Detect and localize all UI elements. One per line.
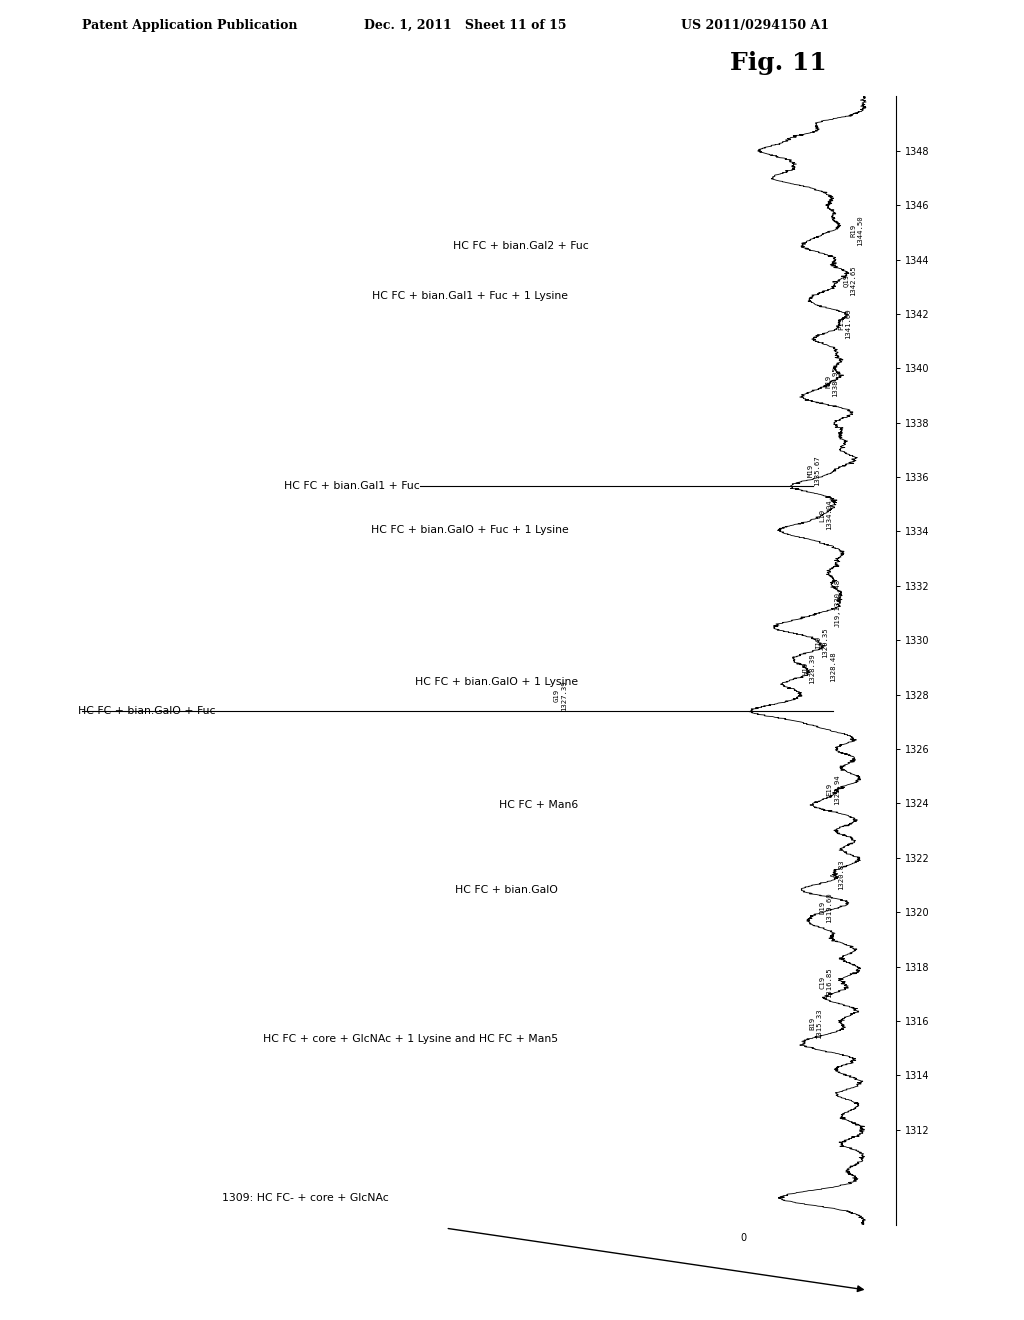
Text: G19
1327.39: G19 1327.39 [554, 681, 567, 711]
Text: I19
1329.35: I19 1329.35 [815, 627, 828, 657]
Text: B19
1315.33: B19 1315.33 [810, 1008, 822, 1039]
Text: Patent Application Publication: Patent Application Publication [82, 18, 297, 32]
Text: Q19
1342.65: Q19 1342.65 [843, 265, 856, 296]
Text: HC FC + bian.Gal1 + Fuc + 1 Lysine: HC FC + bian.Gal1 + Fuc + 1 Lysine [373, 292, 568, 301]
Text: US 2011/0294150 A1: US 2011/0294150 A1 [681, 18, 829, 32]
Text: HC FC + bian.GalO: HC FC + bian.GalO [456, 884, 558, 895]
Text: 1309: HC FC- + core + GlcNAc: 1309: HC FC- + core + GlcNAc [222, 1193, 389, 1203]
Text: HC FC + bian.Gal1 + Fuc: HC FC + bian.Gal1 + Fuc [284, 480, 420, 491]
Text: H19
1328.39: H19 1328.39 [803, 653, 815, 684]
Text: D19
1319.60: D19 1319.60 [819, 892, 833, 923]
Text: HC FC + bian.Gal2 + Fuc: HC FC + bian.Gal2 + Fuc [453, 242, 589, 251]
Text: C19
1316.85: C19 1316.85 [819, 968, 833, 998]
Text: A
1320.83: A 1320.83 [830, 859, 844, 890]
Text: N19
1338.95: N19 1338.95 [825, 366, 839, 397]
Text: J19,1330.48: J19,1330.48 [835, 579, 841, 627]
Text: HC FC + bian.GalO + 1 Lysine: HC FC + bian.GalO + 1 Lysine [416, 677, 579, 686]
Text: HC FC + bian.GalO + Fuc + 1 Lysine: HC FC + bian.GalO + Fuc + 1 Lysine [371, 525, 568, 536]
Text: Fig. 11: Fig. 11 [730, 51, 826, 75]
Text: HC FC + Man6: HC FC + Man6 [500, 800, 579, 810]
Text: 0: 0 [740, 1233, 746, 1243]
Text: HC FC + core + GlcNAc + 1 Lysine and HC FC + Man5: HC FC + core + GlcNAc + 1 Lysine and HC … [263, 1034, 558, 1044]
Text: E19
1323.94: E19 1323.94 [826, 775, 840, 805]
Text: M19
1335.67: M19 1335.67 [807, 455, 820, 486]
Text: 1328.48: 1328.48 [830, 651, 837, 681]
Text: R19
1344.50: R19 1344.50 [850, 215, 863, 246]
Text: P19
1341.09: P19 1341.09 [838, 308, 851, 339]
Text: Dec. 1, 2011   Sheet 11 of 15: Dec. 1, 2011 Sheet 11 of 15 [364, 18, 566, 32]
Text: HC FC + bian.GalO + Fuc: HC FC + bian.GalO + Fuc [78, 706, 215, 717]
Text: L19
1334.04: L19 1334.04 [819, 500, 833, 531]
